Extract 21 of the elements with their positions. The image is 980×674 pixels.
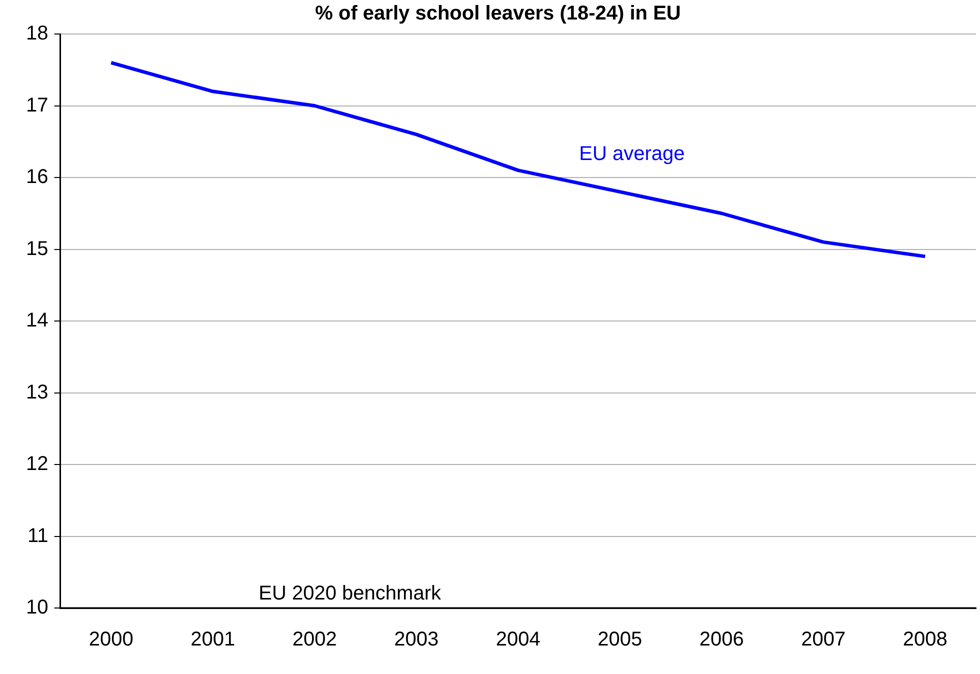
y-tick-label: 18 — [26, 22, 48, 45]
x-tick-label: 2000 — [88, 628, 134, 651]
x-tick-label: 2008 — [902, 628, 948, 651]
y-tick-label: 16 — [26, 166, 48, 188]
y-tick-label: 17 — [26, 94, 48, 116]
x-tick-label: 2003 — [394, 628, 439, 651]
y-tick-label: 14 — [26, 310, 48, 332]
y-tick-label: 12 — [26, 453, 48, 476]
x-tick-label: 2006 — [699, 628, 744, 651]
series-label: EU average — [579, 142, 685, 165]
x-tick-label: 2002 — [292, 628, 337, 651]
chart-title: % of early school leavers (18-24) in EU — [315, 2, 681, 25]
y-tick-label: 15 — [26, 238, 48, 260]
x-tick-label: 2005 — [598, 628, 642, 651]
x-tick-label: 2004 — [496, 628, 540, 651]
y-tick-label: 11 — [27, 524, 48, 547]
x-tick-label: 2001 — [190, 628, 236, 651]
x-tick-label: 2007 — [801, 628, 846, 651]
y-tick-label: 10 — [26, 596, 48, 619]
ref-line-label: EU 2020 benchmark — [258, 582, 442, 605]
y-tick-label: 13 — [26, 381, 48, 404]
